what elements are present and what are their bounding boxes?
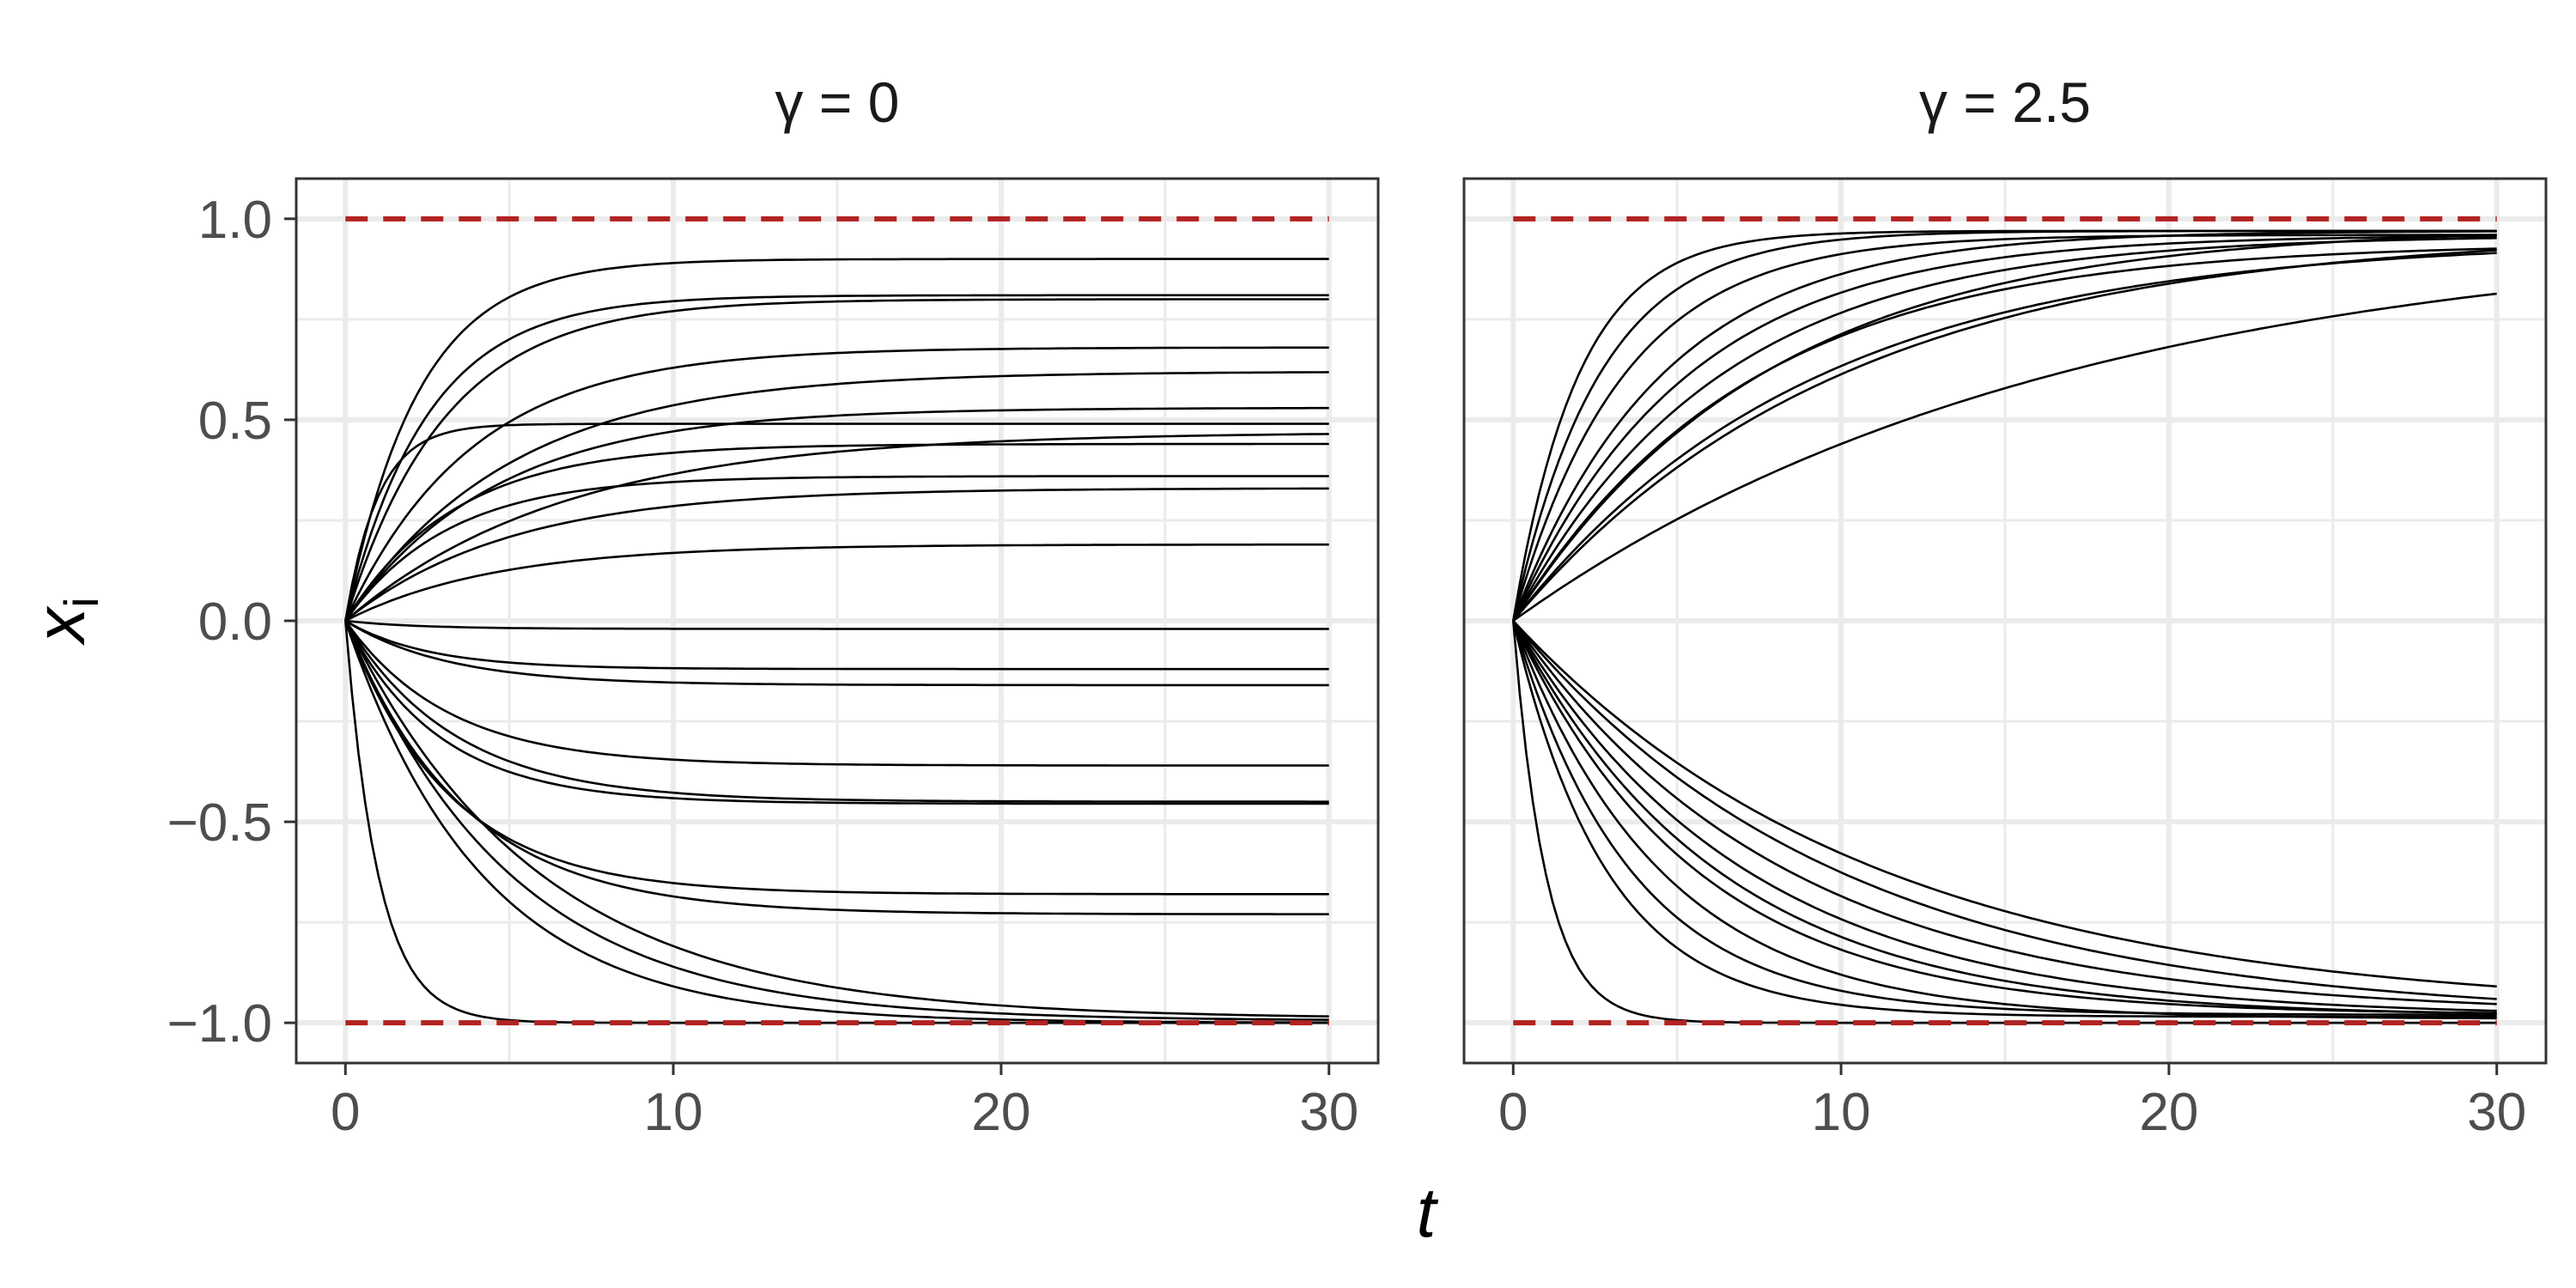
y-tick-label: 0.5 — [198, 392, 272, 451]
trajectory-line — [1512, 620, 2497, 988]
panel-2: γ = 2.5 0 10 20 30 — [1462, 70, 2548, 1142]
trajectory-line — [344, 406, 1329, 622]
trajectory-line — [1512, 234, 2497, 622]
y-tick-label: 0.0 — [198, 592, 272, 652]
trajectory-line — [344, 433, 1329, 622]
trajectory-line — [344, 543, 1329, 623]
x-tick-label: 0 — [1498, 1083, 1528, 1142]
trajectory-line — [1512, 620, 2497, 1020]
trajectory-line — [344, 475, 1329, 622]
trajectory-line — [1512, 229, 2497, 622]
trajectory-line — [344, 620, 1329, 804]
trajectory-line — [1512, 620, 2497, 1000]
y-tick-label: −1.0 — [167, 994, 272, 1054]
trajectory-line — [344, 346, 1329, 622]
x-axis-title: t — [1417, 1174, 1439, 1252]
x-tick-label: 20 — [971, 1083, 1030, 1142]
panel-border — [1462, 177, 2548, 1065]
trajectory-line — [344, 422, 1329, 622]
strip-label: γ = 0 — [775, 70, 900, 134]
trajectory-line — [345, 619, 1329, 630]
trajectory-line — [1512, 247, 2497, 622]
y-tick-label: 1.0 — [198, 191, 272, 250]
y-axis-title-subscript: i — [54, 597, 108, 607]
x-tick-label: 10 — [644, 1083, 703, 1142]
trajectory-line — [344, 487, 1329, 623]
trajectory-line — [1512, 620, 2497, 1015]
y-tick-label: −0.5 — [167, 793, 272, 853]
panel-1: γ = 0 0 10 20 30 −1.0 −0.5 0.0 0.5 1.0 — [167, 70, 1380, 1142]
y-axis-title-main: x — [21, 605, 100, 647]
trajectory-line — [344, 619, 1329, 671]
trajectory-line — [344, 620, 1329, 767]
trajectory-line — [1512, 620, 2497, 1016]
trajectory-line — [344, 619, 1329, 687]
y-axis-title: xi — [21, 597, 108, 646]
panels: γ = 0 0 10 20 30 −1.0 −0.5 0.0 0.5 1.0 γ = 2.5 0 10 2… — [167, 70, 2548, 1142]
x-tick-label: 30 — [1299, 1083, 1358, 1142]
trajectory-line — [1512, 234, 2497, 622]
trajectory-line — [344, 371, 1329, 622]
x-tick-label: 10 — [1812, 1083, 1871, 1142]
trajectory-line — [344, 298, 1329, 622]
x-tick-label: 30 — [2467, 1083, 2526, 1142]
trajectory-line — [1512, 620, 2497, 1005]
x-tick-label: 0 — [331, 1083, 360, 1142]
trajectory-line — [344, 620, 1329, 896]
trajectory-line — [344, 294, 1329, 622]
trajectory-line — [344, 620, 1329, 1024]
trajectory-line — [1512, 620, 2497, 1012]
trajectory-line — [344, 620, 1329, 805]
trajectory-line — [344, 620, 1329, 1021]
trajectory-line — [1512, 249, 2497, 622]
trajectory-line — [344, 258, 1329, 622]
trajectory-line — [1512, 292, 2497, 623]
trajectory-line — [1512, 234, 2497, 622]
trajectory-line — [344, 620, 1329, 915]
trajectory-line — [344, 620, 1329, 1018]
x-tick-label: 20 — [2139, 1083, 2198, 1142]
trajectory-line — [344, 442, 1329, 622]
trajectory-line — [1512, 230, 2497, 622]
strip-label: γ = 2.5 — [1919, 70, 2091, 134]
